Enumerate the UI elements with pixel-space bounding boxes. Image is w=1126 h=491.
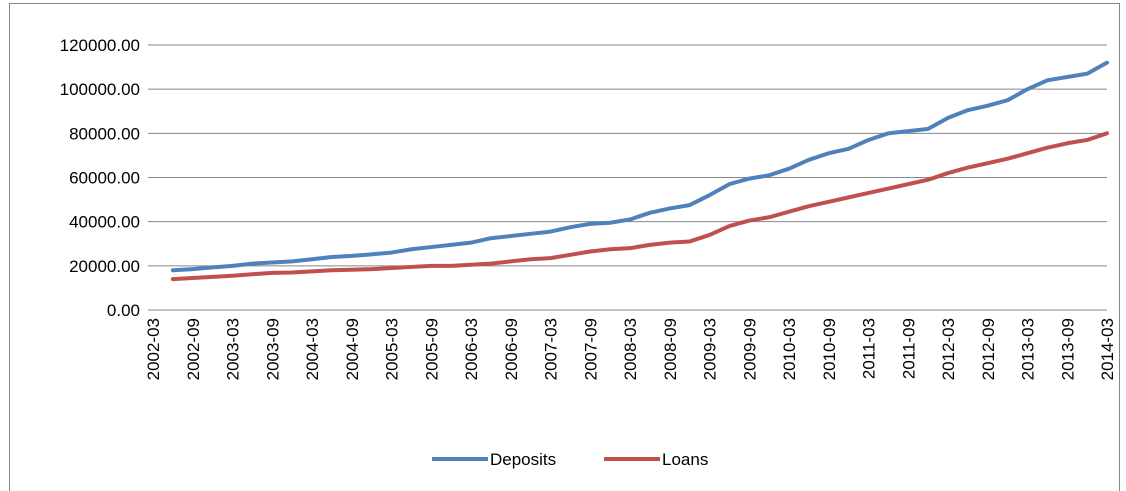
x-tick-label: 2008-09 — [661, 318, 680, 380]
x-tick-label: 2013-03 — [1019, 318, 1038, 380]
x-tick-label: 2003-03 — [224, 318, 243, 380]
x-tick-label: 2011-03 — [860, 318, 879, 379]
x-tick-label: 2004-09 — [343, 318, 362, 380]
x-tick-label: 2009-03 — [701, 318, 720, 380]
x-tick-label: 2002-09 — [184, 318, 203, 380]
x-tick-label: 2002-03 — [144, 318, 163, 380]
x-tick-label: 2004-03 — [303, 318, 322, 380]
x-tick-label: 2010-09 — [820, 318, 839, 380]
data-line — [170, 60, 1109, 273]
data-line — [170, 131, 1109, 282]
x-tick-label: 2005-03 — [383, 318, 402, 380]
x-tick-label: 2007-03 — [542, 318, 561, 380]
y-tick-label: 100000.00 — [60, 80, 140, 99]
x-tick-label: 2011-09 — [899, 318, 918, 379]
x-tick-label: 2006-09 — [502, 318, 521, 380]
y-tick-label: 0.00 — [107, 301, 140, 320]
x-tick-label: 2008-03 — [621, 318, 640, 380]
x-tick-label: 2006-03 — [462, 318, 481, 380]
y-tick-label: 40000.00 — [69, 213, 140, 232]
x-tick-label: 2013-09 — [1058, 318, 1077, 380]
legend-label: Loans — [662, 450, 708, 469]
y-tick-label: 80000.00 — [69, 124, 140, 143]
x-tick-label: 2005-09 — [422, 318, 441, 380]
legend-label: Deposits — [490, 450, 556, 469]
y-tick-label: 60000.00 — [69, 169, 140, 188]
x-tick-label: 2007-09 — [581, 318, 600, 380]
x-tick-label: 2003-09 — [263, 318, 282, 380]
x-tick-label: 2010-03 — [780, 318, 799, 380]
x-tick-label: 2014-03 — [1098, 318, 1117, 380]
y-tick-label: 20000.00 — [69, 257, 140, 276]
x-tick-label: 2012-09 — [979, 318, 998, 380]
x-tick-label: 2012-03 — [939, 318, 958, 380]
chart-frame — [9, 3, 1120, 491]
y-tick-label: 120000.00 — [60, 36, 140, 55]
x-tick-label: 2009-09 — [740, 318, 759, 380]
